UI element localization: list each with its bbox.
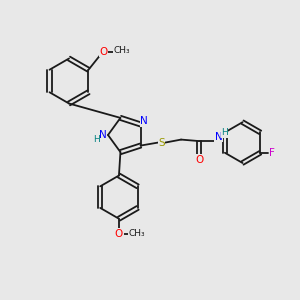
Text: O: O bbox=[99, 47, 108, 57]
Text: CH₃: CH₃ bbox=[113, 46, 130, 55]
Text: H: H bbox=[221, 128, 228, 137]
Text: H: H bbox=[93, 135, 100, 144]
Text: O: O bbox=[195, 155, 203, 165]
Text: N: N bbox=[99, 130, 106, 140]
Text: N: N bbox=[215, 132, 222, 142]
Text: S: S bbox=[158, 138, 165, 148]
Text: F: F bbox=[269, 148, 275, 158]
Text: O: O bbox=[115, 229, 123, 239]
Text: N: N bbox=[140, 116, 148, 126]
Text: CH₃: CH₃ bbox=[129, 229, 145, 238]
